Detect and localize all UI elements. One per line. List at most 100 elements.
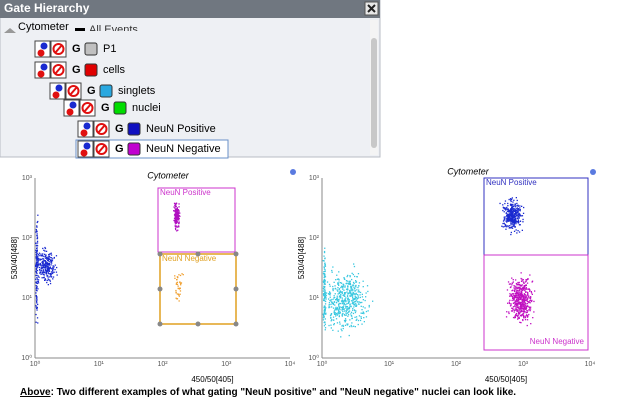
event-dot [352,301,354,304]
icon-ban-bar [54,44,63,54]
event-dot [534,290,536,292]
event-dot [175,211,177,213]
event-dot [511,222,513,224]
event-dot [182,274,184,276]
gate-handle[interactable] [233,286,239,292]
event-dot [46,267,48,269]
event-dot [520,308,522,310]
event-dot [523,303,525,305]
event-dot [514,304,516,306]
event-dot [351,317,353,320]
event-dot [332,319,334,321]
event-dot [333,281,335,283]
event-dot [502,222,504,225]
event-dot [363,321,365,323]
event-dot [517,293,519,295]
node-label: cells [103,64,126,76]
event-dot [353,298,355,301]
event-dot [324,321,326,323]
event-dot [44,271,46,274]
event-dot [329,294,331,296]
event-dot [522,310,524,312]
event-dot [46,261,48,264]
event-dot [44,250,46,252]
tree-node[interactable]: G P1 [34,40,116,58]
gate-handle[interactable] [157,321,163,327]
icon-dot [69,101,77,109]
event-dot [43,260,45,262]
event-dot [338,303,340,306]
event-dot [36,285,38,288]
event-dot [521,294,523,296]
event-dot [174,277,176,279]
close-button[interactable] [364,1,379,16]
settings-dot[interactable] [290,169,296,175]
gate-handle[interactable] [157,251,163,257]
event-dot [324,305,326,307]
event-dot [352,284,354,286]
event-dot [523,296,525,298]
event-dot [48,273,50,275]
event-dot [348,280,350,282]
tree-node[interactable]: G NeuN Negative [75,139,229,159]
event-dot [520,272,522,274]
event-dot [349,303,351,306]
event-dot [350,289,352,291]
event-dot [517,318,519,320]
event-dot [177,287,179,289]
event-dot [508,283,511,285]
event-dot [522,305,524,307]
settings-dot[interactable] [590,169,596,175]
event-dot [35,271,38,274]
event-dot [36,221,38,224]
event-dot [323,311,325,313]
tree-node[interactable]: G NeuN Positive [77,120,216,138]
tree-node[interactable]: Cytometer [4,21,69,33]
gate-handle[interactable] [195,321,201,327]
y-axis-label: 530/40[488] [10,237,19,279]
event-dot [344,285,346,287]
event-dot [512,281,514,283]
event-dot [349,290,351,292]
event-dot [335,307,337,310]
event-dot [344,292,347,294]
event-dot [343,302,346,304]
event-dot [520,304,523,306]
gate-handle[interactable] [157,286,163,292]
event-dot [516,314,518,317]
event-dot [50,275,52,277]
gate[interactable] [483,254,589,351]
event-dot [525,288,527,290]
gate[interactable] [157,187,236,253]
gate[interactable] [483,177,589,256]
event-dot [511,220,513,223]
gate-handle[interactable] [195,251,201,257]
event-dot [323,312,325,315]
event-dot [517,289,519,291]
event-dot [520,314,522,316]
color-swatch [127,142,141,156]
event-dot [333,297,335,299]
event-dot [524,296,526,298]
event-dot [509,293,511,295]
gate[interactable] [159,253,237,325]
tree-node[interactable]: All Events [71,24,161,41]
event-dot [533,300,535,303]
event-dot [343,277,345,279]
event-dot [322,260,324,262]
event-dot [502,204,504,206]
gate-handle[interactable] [233,321,239,327]
event-dot [175,297,177,299]
event-dot [352,285,354,287]
scroll-thumb[interactable] [371,38,377,148]
event-dot [335,313,337,315]
event-dot [337,309,340,312]
event-dot [352,291,354,294]
event-dot [347,300,349,302]
gate-handle[interactable] [233,251,239,257]
event-dot [518,217,520,219]
